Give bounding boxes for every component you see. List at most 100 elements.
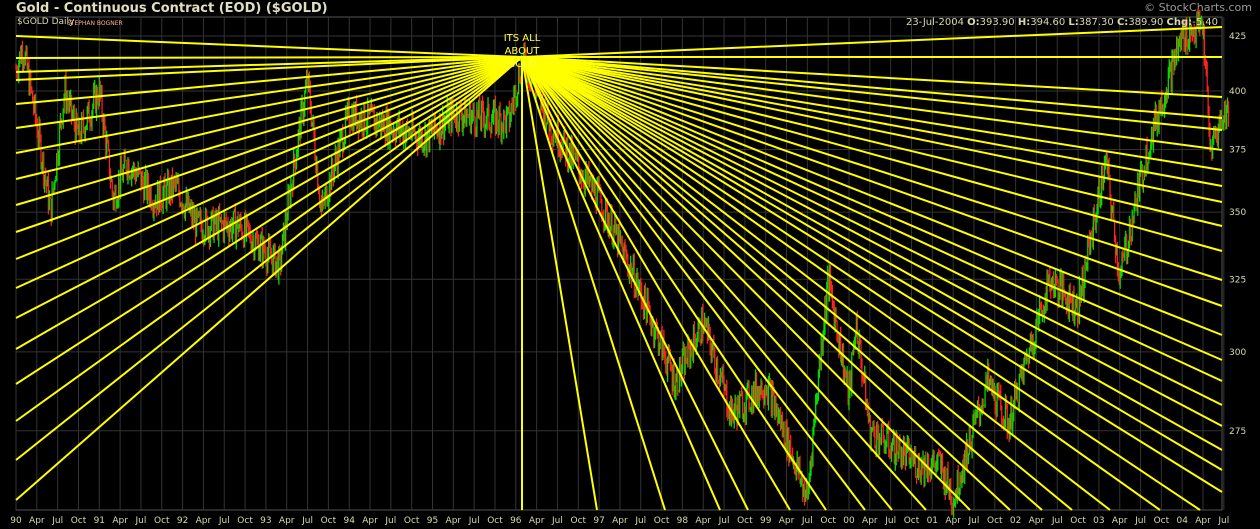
fan-line xyxy=(521,56,1223,227)
chart-title: Gold - Continuous Contract (EOD) ($GOLD) xyxy=(16,1,328,16)
quote-date: 23-Jul-2004 xyxy=(905,17,964,28)
x-tick-label: Apr xyxy=(29,516,45,526)
x-tick-label: Jul xyxy=(218,516,230,526)
fan-line xyxy=(521,56,893,511)
x-tick-label: Oct xyxy=(737,516,753,526)
fan-line xyxy=(15,35,523,58)
x-tick-label: Apr xyxy=(695,516,711,526)
quote-readout: 23-Jul-2004 O:393.90 H:394.60 L:387.30 C… xyxy=(906,17,1218,28)
x-tick-label: Apr xyxy=(279,516,295,526)
fan-line xyxy=(521,56,927,511)
fan-line xyxy=(521,56,1201,511)
fan-line xyxy=(521,56,749,511)
x-tick-label: Oct xyxy=(987,516,1003,526)
fan-line xyxy=(521,56,1223,493)
fan-line xyxy=(15,56,523,319)
symbol-label: $GOLD Daily xyxy=(17,17,75,27)
x-tick-label: Apr xyxy=(1112,516,1128,526)
open-label: O: xyxy=(967,17,980,28)
chg-value: -5.40 xyxy=(1192,17,1218,28)
close-label: C: xyxy=(1116,17,1129,28)
fan-line xyxy=(521,56,1223,171)
y-tick-label: 275 xyxy=(1229,427,1246,437)
fan-line xyxy=(521,56,1223,119)
x-tick-label: Jul xyxy=(51,516,63,526)
x-tick-label: 94 xyxy=(343,516,355,526)
fan-line xyxy=(521,56,1223,307)
fan-line xyxy=(521,56,1111,511)
low-value: 387.30 xyxy=(1078,17,1114,28)
fan-line xyxy=(521,56,1223,336)
x-tick-label: Oct xyxy=(904,516,920,526)
y-tick-label: 300 xyxy=(1229,348,1246,358)
fan-line xyxy=(521,56,1223,382)
x-tick-label: Jul xyxy=(468,516,480,526)
x-tick-label: Jul xyxy=(968,516,980,526)
x-tick-label: Jul xyxy=(384,516,396,526)
x-tick-label: Apr xyxy=(112,516,128,526)
close-value: 389.90 xyxy=(1128,17,1164,28)
fan-line xyxy=(521,56,1223,471)
fan-line xyxy=(15,56,523,129)
x-tick-label: 97 xyxy=(593,516,604,526)
fan-line xyxy=(521,56,1223,203)
fan-line xyxy=(15,56,523,73)
x-tick-label: Oct xyxy=(1154,516,1170,526)
fan-line xyxy=(15,56,523,501)
fan-line xyxy=(521,56,1223,281)
x-tick-label: Jul xyxy=(884,516,896,526)
y-tick-label: 375 xyxy=(1229,146,1246,156)
x-tick-label: 93 xyxy=(260,516,271,526)
x-tick-label: 91 xyxy=(94,516,105,526)
fan-line xyxy=(521,56,866,511)
x-tick-label: Apr xyxy=(529,516,545,526)
fan-line xyxy=(521,56,1011,511)
x-tick-label: Apr xyxy=(1195,516,1211,526)
x-tick-label: Apr xyxy=(362,516,378,526)
annotation-text: ITS ALL xyxy=(504,33,541,44)
fan-line xyxy=(521,56,1223,151)
x-tick-label: Apr xyxy=(196,516,212,526)
x-tick-label: 90 xyxy=(10,516,22,526)
fan-line xyxy=(15,56,523,289)
fan-line xyxy=(15,56,523,422)
x-tick-label: Apr xyxy=(862,516,878,526)
fan-line xyxy=(15,56,523,206)
fan-line xyxy=(521,56,1223,361)
chg-label: Chg: xyxy=(1166,17,1193,28)
fan-line xyxy=(15,56,523,81)
x-tick-label: Oct xyxy=(404,516,420,526)
x-tick-label: Oct xyxy=(154,516,170,526)
low-label: L: xyxy=(1068,17,1079,28)
fan-line xyxy=(521,56,1223,131)
fan-line xyxy=(521,56,1043,511)
x-tick-label: Oct xyxy=(71,516,87,526)
x-tick-label: Apr xyxy=(1029,516,1045,526)
x-tick-label: 00 xyxy=(843,516,855,526)
x-tick-label: 96 xyxy=(510,516,522,526)
fan-line xyxy=(521,56,1223,406)
y-tick-label: 425 xyxy=(1229,32,1246,42)
fan-line xyxy=(15,56,523,461)
fan-line xyxy=(15,56,523,385)
x-tick-label: Jul xyxy=(1134,516,1146,526)
fan-line xyxy=(15,56,523,105)
annotation-text: GOLD xyxy=(508,59,537,70)
x-tick-label: Jul xyxy=(1217,516,1229,526)
fan-line xyxy=(15,56,523,180)
fan-line xyxy=(15,56,523,154)
fan-line xyxy=(15,56,523,350)
x-tick-label: Apr xyxy=(612,516,628,526)
x-tick-label: Oct xyxy=(487,516,503,526)
x-tick-label: 99 xyxy=(760,516,772,526)
x-tick-label: Apr xyxy=(446,516,462,526)
x-tick-label: Oct xyxy=(820,516,836,526)
fan-line xyxy=(521,56,1223,187)
fan-line xyxy=(521,56,1161,511)
x-tick-label: Oct xyxy=(237,516,253,526)
x-tick-label: Oct xyxy=(654,516,670,526)
fan-line xyxy=(521,56,666,511)
fan-line xyxy=(521,56,1073,511)
annotation-text: ABOUT xyxy=(505,46,541,57)
fan-line xyxy=(15,56,523,59)
